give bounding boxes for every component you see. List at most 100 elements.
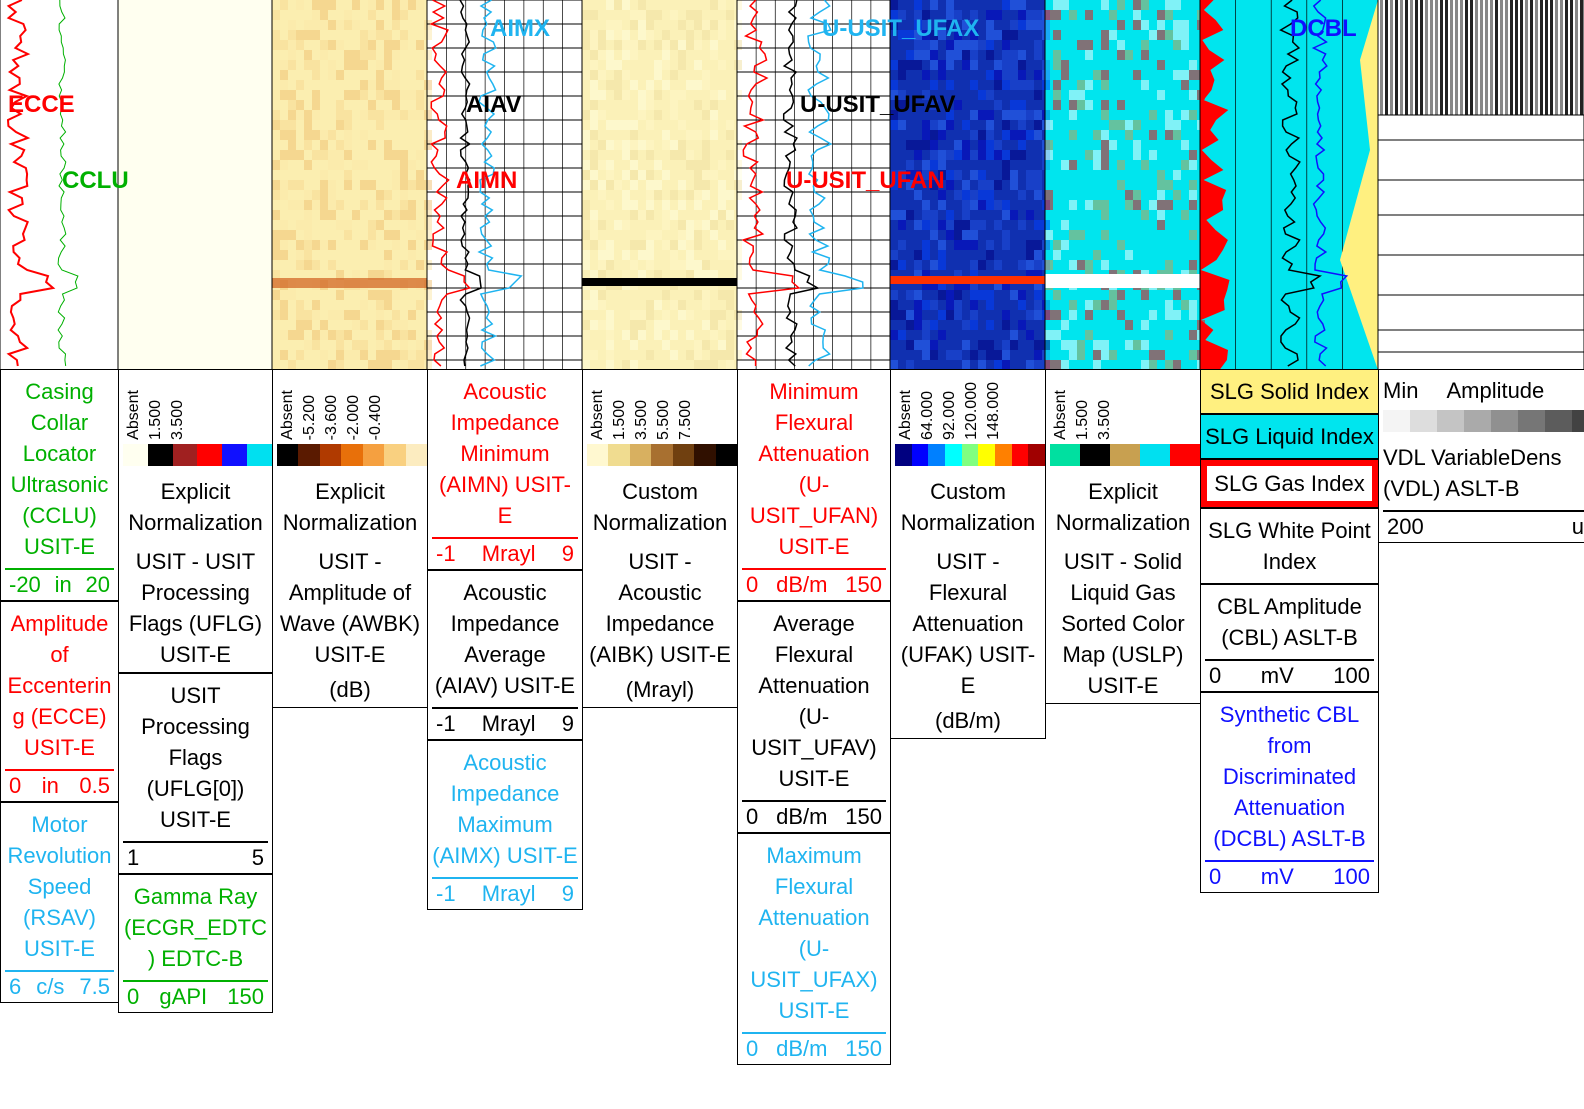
- map-cell: [424, 30, 432, 40]
- map-cell: [654, 230, 662, 240]
- palette-swatch: [197, 444, 223, 466]
- map-cell: [1026, 170, 1034, 180]
- map-cell: [1157, 190, 1165, 200]
- map-cell: [1149, 100, 1157, 110]
- map-cell: [1141, 130, 1149, 140]
- map-cell: [614, 0, 622, 10]
- map-cell: [1133, 60, 1141, 70]
- map-cell: [1045, 300, 1053, 310]
- note-wrap: USIT - Amplitude of Wave (AWBK) USIT-E: [273, 544, 427, 672]
- map-cell: [1093, 340, 1101, 350]
- curve-label: U-USIT_UFAN: [786, 167, 945, 194]
- map-cell: [312, 70, 320, 80]
- map-cell: [1034, 220, 1042, 230]
- map-cell: [930, 260, 938, 270]
- map-cell: [670, 210, 678, 220]
- map-cell: [970, 30, 978, 40]
- map-cell: [304, 50, 312, 60]
- map-cell: [1002, 160, 1010, 170]
- map-cell: [1165, 300, 1173, 310]
- map-cell: [1045, 190, 1053, 200]
- scale-label: us: [1571, 514, 1584, 539]
- map-cell: [606, 20, 614, 30]
- map-cell: [734, 40, 742, 50]
- map-cell: [986, 300, 994, 310]
- map-cell: [622, 250, 630, 260]
- map-cell: [606, 200, 614, 210]
- map-cell: [280, 180, 288, 190]
- map-cell: [320, 50, 328, 60]
- map-cell: [630, 50, 638, 60]
- map-cell: [1149, 320, 1157, 330]
- map-cell: [1149, 150, 1157, 160]
- map-cell: [622, 90, 630, 100]
- map-cell: [906, 140, 914, 150]
- map-cell: [272, 160, 280, 170]
- map-cell: [734, 0, 742, 10]
- map-cell: [376, 120, 384, 130]
- map-cell: [930, 280, 938, 290]
- map-cell: [1173, 240, 1181, 250]
- map-cell: [710, 130, 718, 140]
- map-cell: [678, 260, 686, 270]
- map-cell: [962, 340, 970, 350]
- map-cell: [1010, 170, 1018, 180]
- palette-swatch: [1437, 410, 1464, 432]
- map-cell: [646, 230, 654, 240]
- map-cell: [1002, 40, 1010, 50]
- map-cell: [1045, 330, 1053, 340]
- vdl-stripe: [1535, 0, 1538, 115]
- map-cell: [1181, 180, 1189, 190]
- map-cell: [1085, 310, 1093, 320]
- map-cell: [1034, 350, 1042, 360]
- map-cell: [890, 310, 898, 320]
- map-cell: [702, 180, 710, 190]
- map-cell: [1165, 0, 1173, 10]
- map-cell: [662, 60, 670, 70]
- map-cell: [590, 300, 598, 310]
- map-cell: [726, 220, 734, 230]
- map-cell: [296, 100, 304, 110]
- map-cell: [344, 330, 352, 340]
- map-cell: [400, 30, 408, 40]
- map-cell: [678, 40, 686, 50]
- map-cell: [1133, 160, 1141, 170]
- map-cell: [1101, 310, 1109, 320]
- map-cell: [930, 40, 938, 50]
- map-cell: [1026, 270, 1034, 280]
- map-cell: [360, 60, 368, 70]
- map-cell: [946, 40, 954, 50]
- map-cell: [654, 160, 662, 170]
- map-cell: [1101, 300, 1109, 310]
- map-cell: [1133, 200, 1141, 210]
- map-cell: [376, 70, 384, 80]
- block-title: Amplitude of Eccentering (ECCE) USIT-E: [7, 611, 112, 760]
- map-cell: [1133, 120, 1141, 130]
- map-cell: [1002, 70, 1010, 80]
- map-cell: [1109, 290, 1117, 300]
- map-cell: [280, 40, 288, 50]
- map-cell: [938, 250, 946, 260]
- map-cell: [678, 120, 686, 130]
- map-cell: [1117, 220, 1125, 230]
- scale-label: 20: [85, 572, 110, 597]
- map-cell: [670, 40, 678, 50]
- map-cell: [638, 100, 646, 110]
- map-cell: [1117, 0, 1125, 10]
- block-unit: (dB): [329, 677, 371, 702]
- map-cell: [938, 120, 946, 130]
- curve: [741, 0, 801, 366]
- curve-label: AIMN: [456, 167, 517, 194]
- map-cell: [1061, 20, 1069, 30]
- map-cell: [1101, 210, 1109, 220]
- map-cell: [1149, 30, 1157, 40]
- map-cell: [368, 40, 376, 50]
- map-cell: [930, 80, 938, 90]
- map-cell: [590, 50, 598, 60]
- map-cell: [898, 30, 906, 40]
- map-cell: [1109, 300, 1117, 310]
- map-cell: [1069, 120, 1077, 130]
- palette-swatch: [995, 444, 1012, 466]
- map-cell: [328, 240, 336, 250]
- map-cell: [890, 120, 898, 130]
